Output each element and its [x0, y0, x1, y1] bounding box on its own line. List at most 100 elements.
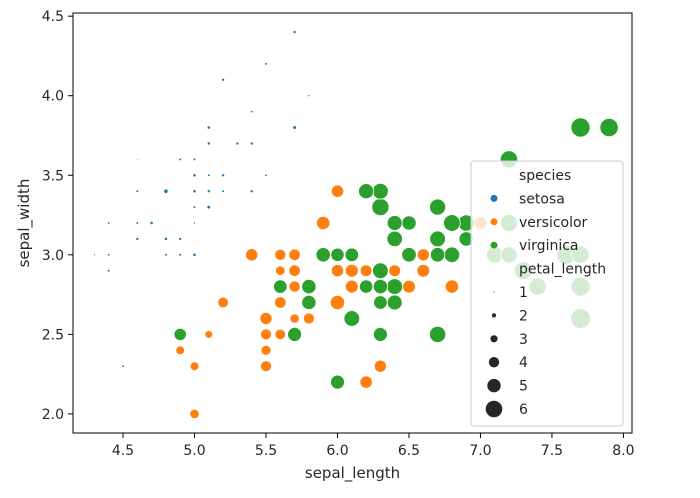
x-tick-label: 4.5 — [112, 443, 134, 459]
data-point — [192, 189, 197, 194]
y-tick-label: 2.0 — [42, 407, 64, 423]
data-point — [106, 253, 111, 257]
points-layer — [93, 30, 619, 419]
y-tick-label: 3.0 — [42, 248, 64, 264]
data-point — [292, 30, 297, 35]
data-point — [136, 158, 139, 161]
data-point — [106, 268, 111, 273]
data-point — [371, 198, 390, 217]
data-point — [192, 252, 197, 257]
x-tick-label: 8.0 — [612, 443, 634, 459]
data-point — [207, 173, 211, 178]
data-point — [264, 173, 268, 177]
data-point — [358, 279, 374, 294]
legend-size-marker — [491, 312, 497, 319]
legend-size-marker — [485, 400, 503, 418]
data-point — [372, 278, 388, 295]
data-point — [429, 247, 446, 263]
data-point — [249, 109, 254, 114]
data-point — [599, 117, 619, 138]
data-point — [344, 279, 359, 294]
data-point — [121, 364, 125, 368]
data-point — [301, 278, 317, 295]
data-point — [372, 326, 388, 342]
data-point — [221, 173, 226, 178]
legend-box — [470, 160, 624, 427]
x-tick-label: 7.0 — [469, 443, 491, 459]
data-point — [315, 247, 331, 263]
legend-size-label: 5 — [519, 379, 528, 395]
data-point — [288, 280, 301, 293]
series-setosa — [93, 30, 311, 368]
x-tick-label: 6.5 — [398, 443, 420, 459]
data-point — [163, 188, 169, 194]
data-point — [163, 236, 168, 241]
data-point — [274, 296, 287, 309]
x-axis: 4.5 5.0 5.5 6.0 6.5 7.0 7.5 8.0 — [112, 433, 635, 459]
data-point — [287, 326, 303, 342]
data-point — [273, 279, 288, 294]
data-point — [386, 294, 403, 311]
legend-label-virginica: virginica — [519, 238, 579, 254]
data-point — [206, 125, 211, 130]
plot-frame — [72, 12, 633, 434]
legend-size-title: petal_length — [519, 262, 606, 278]
data-point — [386, 215, 403, 231]
data-point — [344, 263, 359, 278]
data-point — [301, 294, 317, 311]
data-point — [249, 141, 254, 146]
data-point — [178, 236, 183, 241]
data-point — [386, 278, 404, 295]
legend-size-marker — [489, 334, 499, 343]
data-point — [173, 327, 187, 341]
data-point — [192, 157, 197, 162]
data-point — [386, 230, 403, 248]
data-point — [275, 265, 286, 276]
data-point — [316, 215, 331, 231]
data-point — [429, 230, 446, 248]
legend-marker-virginica — [489, 241, 499, 250]
data-point — [372, 182, 389, 200]
data-point — [260, 344, 272, 356]
legend-size-label: 6 — [519, 402, 528, 418]
data-point — [149, 220, 154, 226]
data-point — [135, 221, 140, 225]
data-point — [175, 345, 186, 356]
data-point — [444, 279, 459, 294]
data-point — [570, 117, 591, 138]
data-point — [249, 189, 254, 194]
data-point — [178, 157, 183, 162]
data-point — [93, 253, 96, 257]
data-point — [401, 215, 417, 231]
data-point — [288, 264, 301, 277]
data-point — [359, 264, 373, 278]
y-tick-label: 3.5 — [42, 168, 64, 184]
data-point — [416, 263, 431, 278]
x-tick-label: 7.5 — [541, 443, 563, 459]
data-point — [330, 247, 345, 262]
data-point — [259, 311, 273, 325]
data-point — [274, 328, 287, 341]
legend-label-versicolor: versicolor — [519, 215, 588, 231]
legend-size-marker — [488, 356, 500, 369]
legend-hue-title: species — [519, 168, 571, 184]
data-point — [402, 279, 416, 294]
legend: species petal_length setosa versicolor vir… — [470, 160, 624, 427]
data-point — [192, 221, 196, 225]
data-point — [206, 141, 211, 146]
data-point — [343, 310, 361, 327]
data-point — [221, 77, 226, 82]
data-point — [135, 236, 140, 241]
y-axis-label: sepal_width — [15, 179, 34, 268]
legend-size-marker — [486, 378, 502, 393]
data-point — [206, 189, 211, 194]
x-tick-label: 5.5 — [255, 443, 277, 459]
data-point — [292, 125, 297, 130]
data-point — [330, 264, 345, 278]
legend-size-label: 1 — [519, 285, 528, 301]
data-point — [235, 141, 240, 146]
data-point — [274, 248, 287, 261]
data-point — [189, 361, 200, 372]
data-point — [416, 248, 430, 262]
